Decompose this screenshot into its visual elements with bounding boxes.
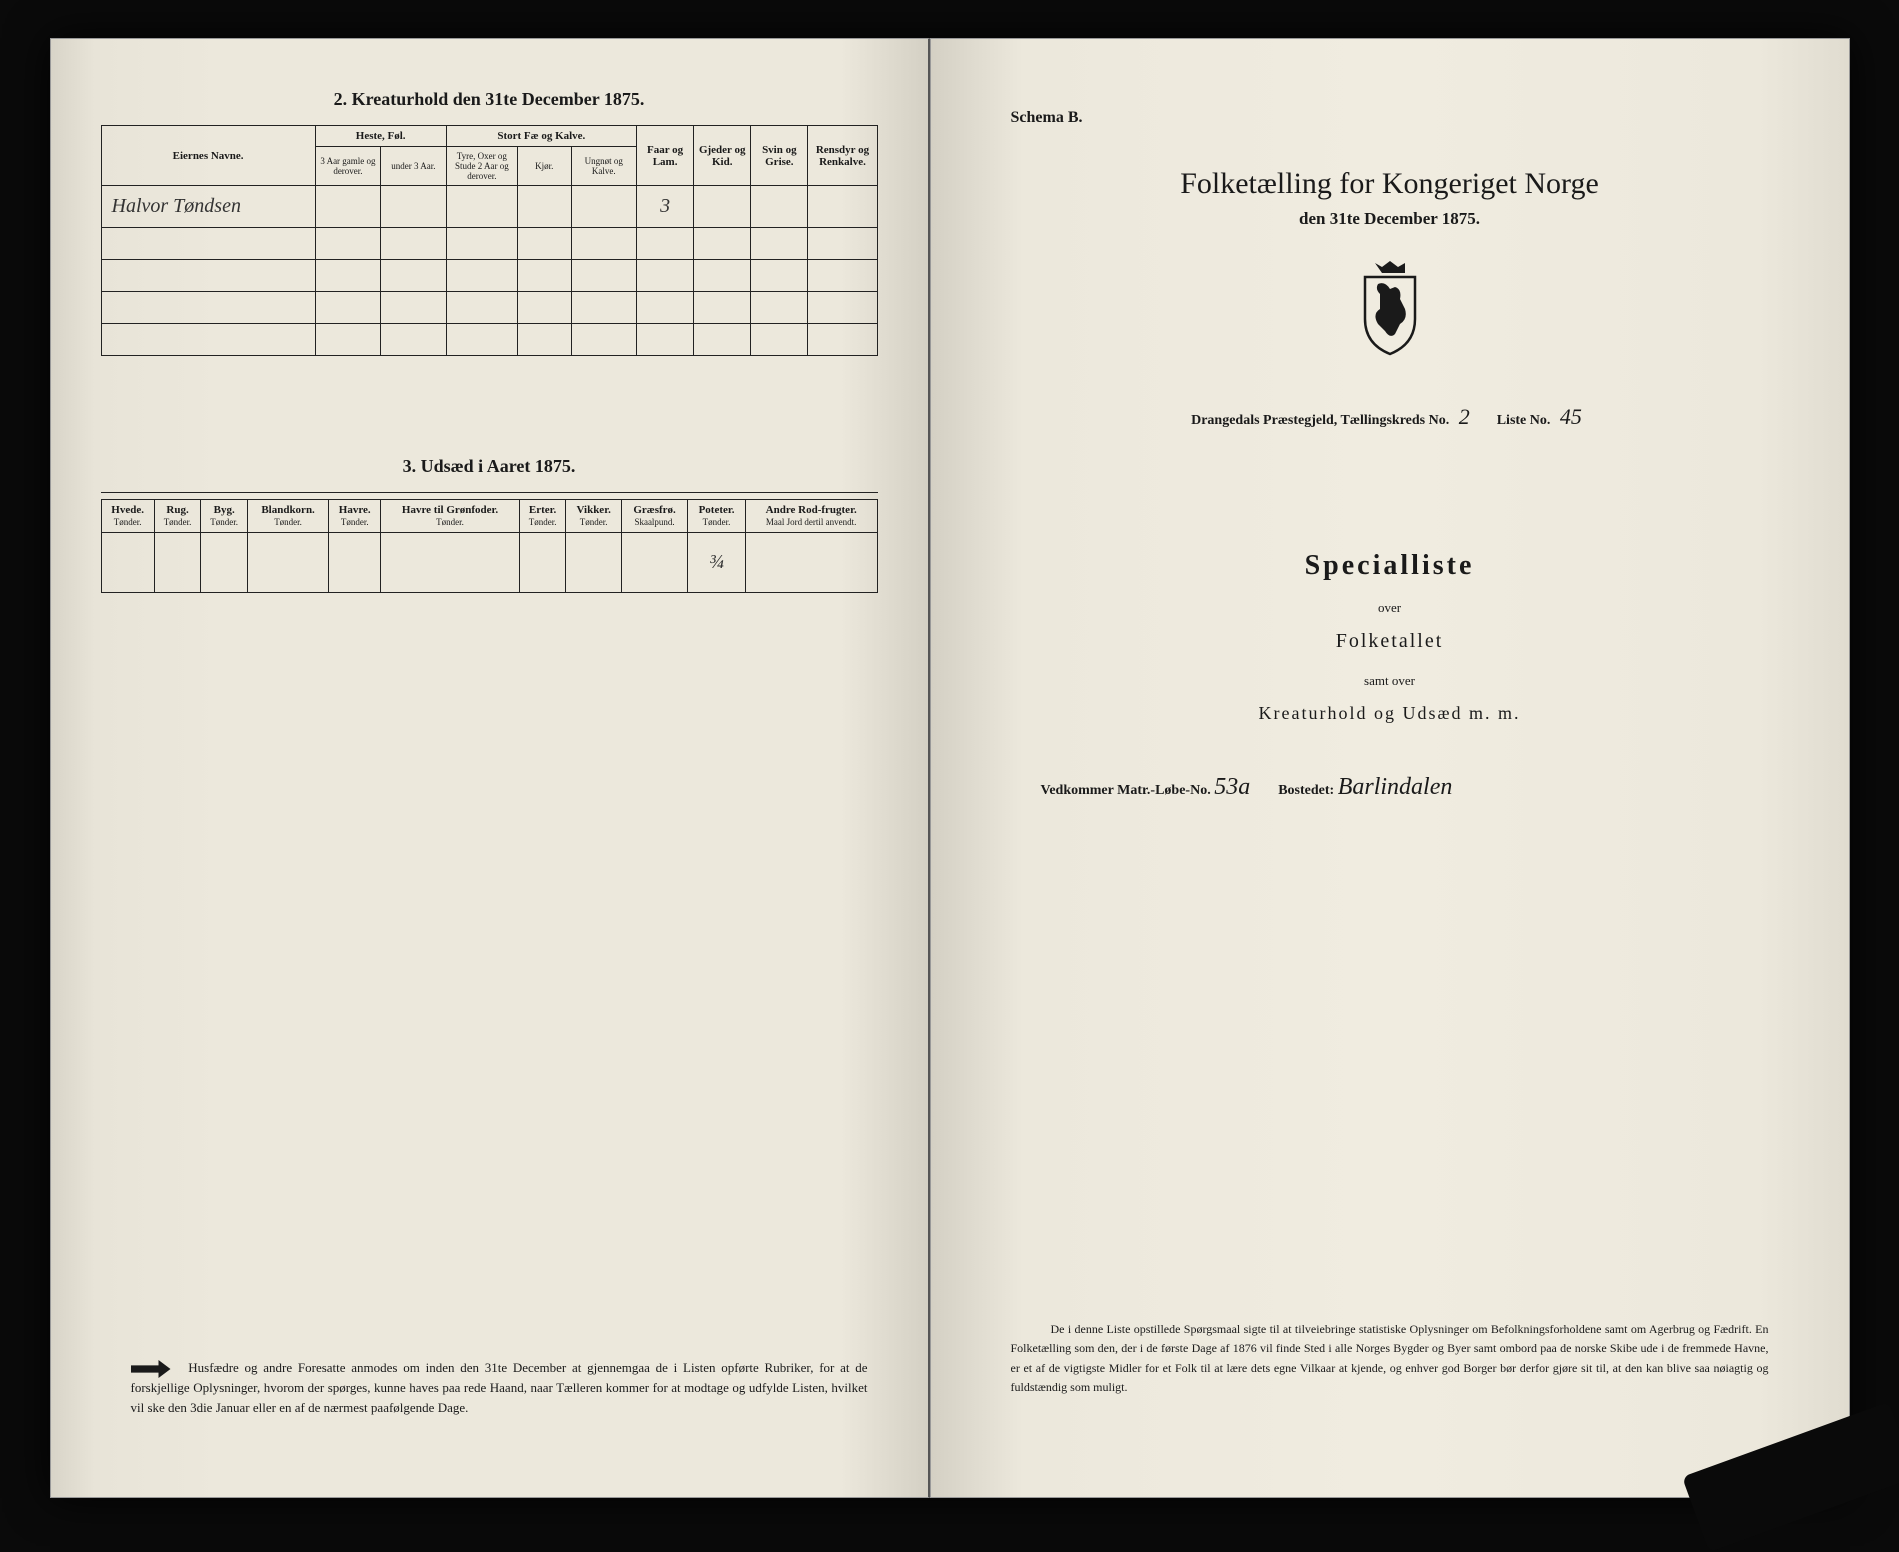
owner-name: Halvor Tøndsen [101,186,315,228]
kreaturhold-table: Eiernes Navne. Heste, Føl. Stort Fæ og K… [101,125,878,356]
pointer-icon [131,1360,171,1378]
table-row [101,228,877,260]
divider [101,492,878,493]
col-graesfro: Græsfrø.Skaalpund. [621,500,687,533]
sub-fae-3: Ungnøt og Kalve. [571,147,636,186]
col-poteter: Poteter.Tønder. [688,500,746,533]
kreaturhold-subtitle: Kreaturhold og Udsæd m. m. [981,703,1799,724]
col-group-heste: Heste, Føl. [315,126,446,147]
col-blandkorn: Blandkorn.Tønder. [247,500,328,533]
col-byg: Byg.Tønder. [201,500,248,533]
date-line: den 31te December 1875. [981,209,1799,229]
sub-heste-1: 3 Aar gamle og derover. [315,147,380,186]
matr-no: 53a [1214,774,1250,800]
over-label-1: over [981,600,1799,616]
col-havre: Havre.Tønder. [329,500,381,533]
district-line: Drangedals Præstegjeld, Tællingskreds No… [981,404,1799,430]
vedkommer-line: Vedkommer Matr.-Løbe-No. 53a Bostedet: B… [981,774,1799,801]
section-3-title: 3. Udsæd i Aaret 1875. [101,456,878,477]
folketallet-title: Folketallet [981,630,1799,653]
table-row [101,324,877,356]
table-row [101,292,877,324]
schema-label: Schema B. [1011,109,1799,127]
census-book: 2. Kreaturhold den 31te December 1875. E… [50,38,1850,1498]
bostedet-value: Barlindalen [1338,774,1453,800]
footer-text: Husfædre og andre Foresatte anmodes om i… [131,1360,868,1415]
district-prefix: Drangedals Præstegjeld, Tællingskreds No… [1191,413,1449,428]
col-erter: Erter.Tønder. [519,500,566,533]
table-row [101,260,877,292]
left-footer-note: Husfædre og andre Foresatte anmodes om i… [131,1358,868,1417]
col-group-stortfae: Stort Fæ og Kalve. [446,126,636,147]
left-page: 2. Kreaturhold den 31te December 1875. E… [50,38,930,1498]
udsaed-header-row: Hvede.Tønder. Rug.Tønder. Byg.Tønder. Bl… [101,500,877,533]
samt-label: samt over [981,673,1799,689]
sub-heste-2: under 3 Aar. [381,147,446,186]
col-eiernes-navne: Eiernes Navne. [101,126,315,186]
col-hvede: Hvede.Tønder. [101,500,154,533]
pen-shadow [1681,1402,1899,1552]
col-faar: Faar og Lam. [637,126,694,186]
col-gjeder: Gjeder og Kid. [694,126,751,186]
faar-value: 3 [637,186,694,228]
col-rug: Rug.Tønder. [154,500,201,533]
table-row: Halvor Tøndsen 3 [101,186,877,228]
udsaed-data-row: ¾ [101,533,877,593]
col-havre-gron: Havre til Grønfoder.Tønder. [381,500,520,533]
kreds-number: 2 [1453,404,1476,429]
col-andre: Andre Rod-frugter.Maal Jord dertil anven… [745,500,877,533]
vedkommer-label: Vedkommer Matr.-Løbe-No. [1041,783,1211,798]
specialliste-title: Specialliste [981,550,1799,582]
sub-fae-1: Tyre, Oxer og Stude 2 Aar og derover. [446,147,517,186]
bostedet-label: Bostedet: [1278,783,1334,798]
col-rensdyr: Rensdyr og Renkalve. [808,126,877,186]
col-svin: Svin og Grise. [751,126,808,186]
right-footer-text: De i denne Liste opstillede Spørgsmaal s… [1011,1320,1769,1397]
poteter-value: ¾ [688,533,746,593]
main-title: Folketælling for Kongeriget Norge [981,167,1799,201]
col-vikker: Vikker.Tønder. [566,500,621,533]
udsaed-table: Hvede.Tønder. Rug.Tønder. Byg.Tønder. Bl… [101,499,878,593]
sub-fae-2: Kjør. [518,147,572,186]
right-page: Schema B. Folketælling for Kongeriget No… [930,38,1850,1498]
liste-number: 45 [1554,404,1588,429]
coat-of-arms-icon [981,259,1799,364]
section-2-title: 2. Kreaturhold den 31te December 1875. [101,89,878,110]
liste-prefix: Liste No. [1497,413,1551,428]
